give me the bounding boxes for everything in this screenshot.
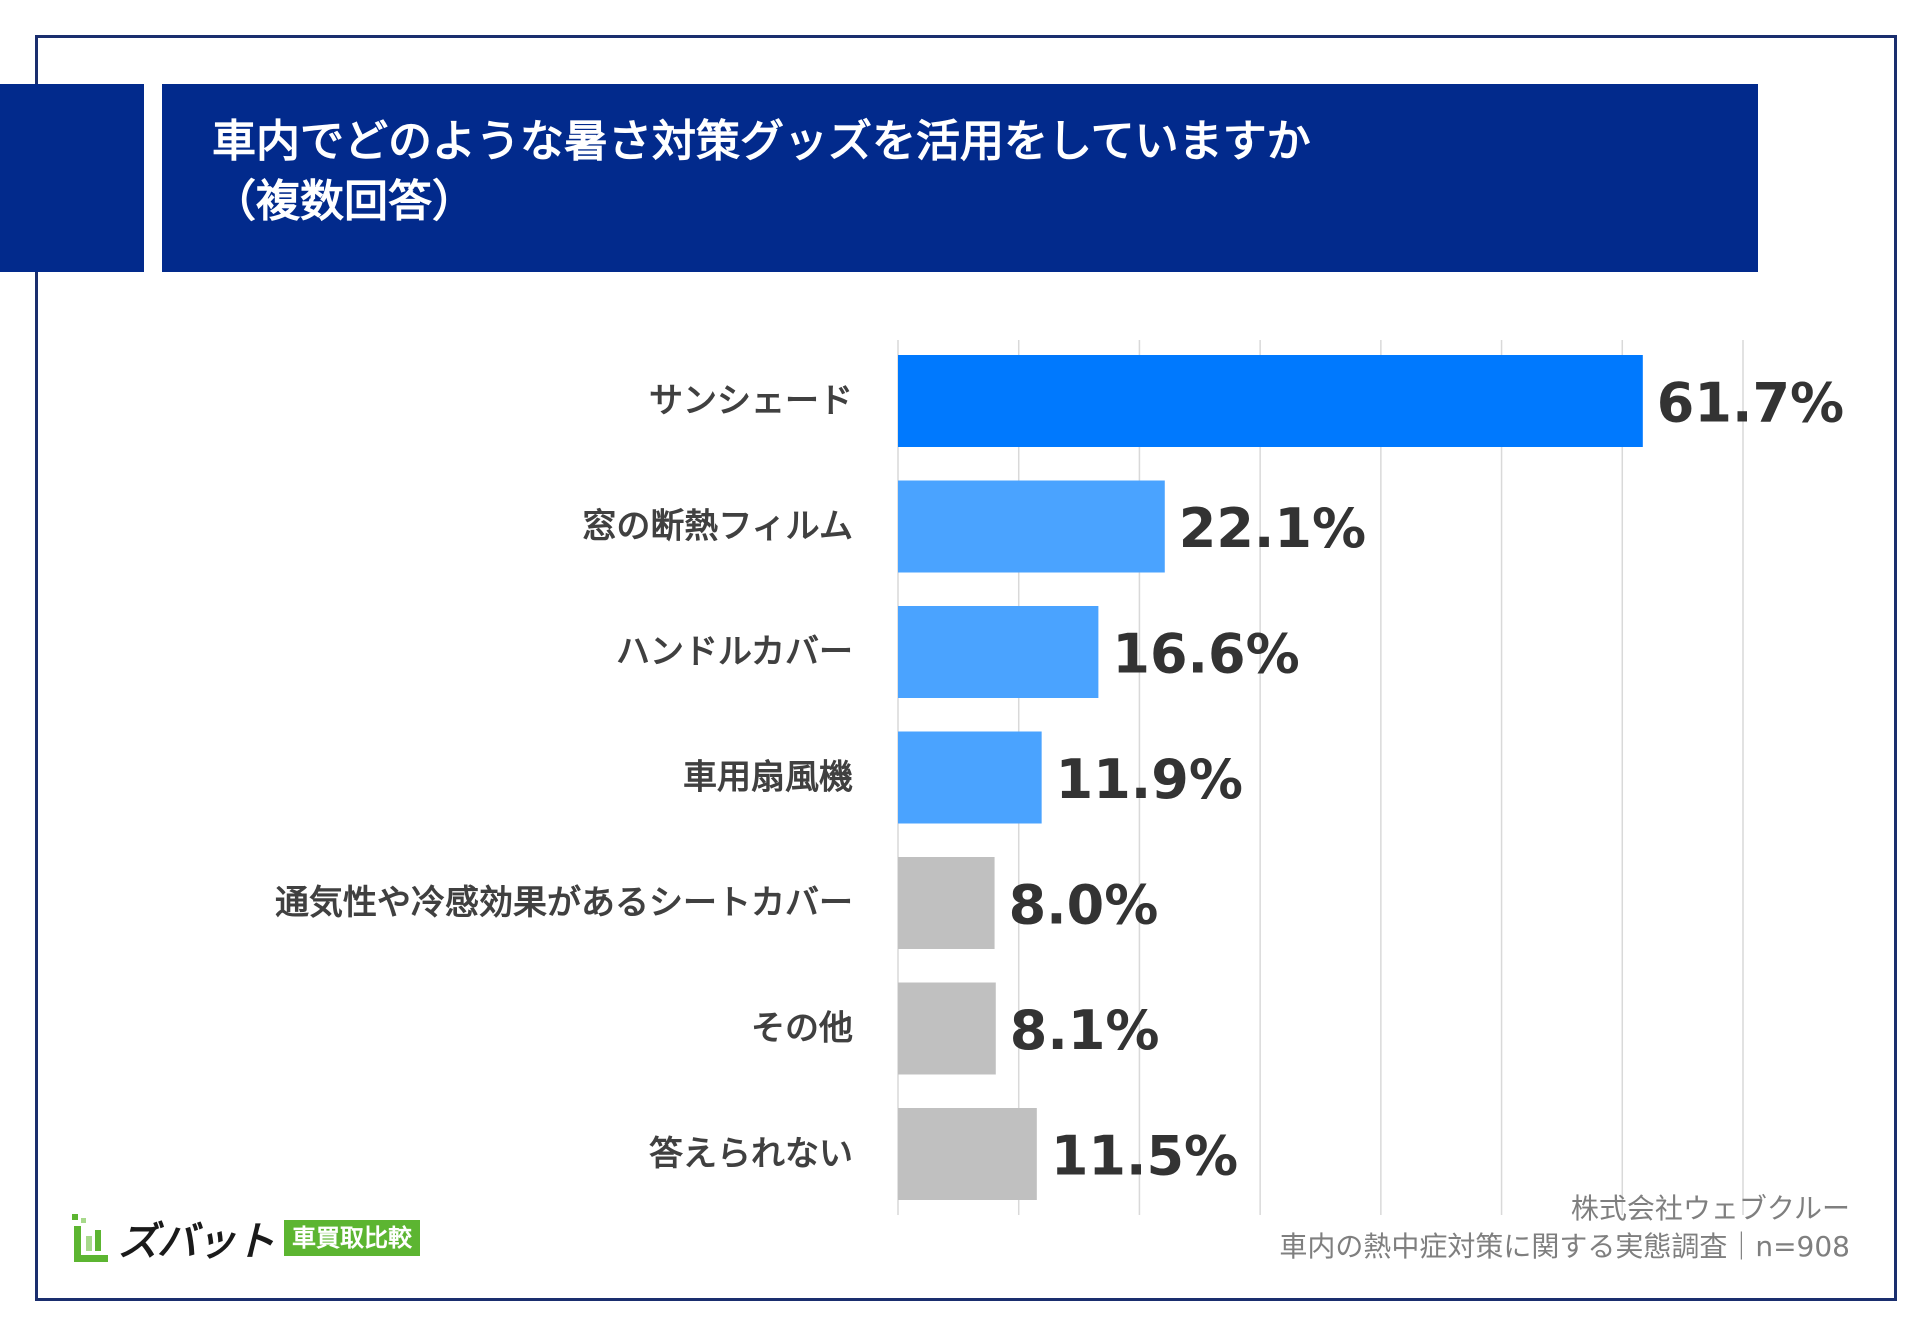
company-name: 株式会社ウェブクルー [1570, 1192, 1850, 1225]
category-label: 窓の断熱フィルム [582, 507, 853, 547]
chart-title-line-1: 車内でどのような暑さ対策グッズを活用をしていますか [212, 116, 1311, 167]
brand-tag: 車買取比較 [284, 1220, 420, 1256]
bar [898, 1108, 1037, 1200]
brand-name: ズバット [118, 1219, 275, 1265]
category-label: サンシェード [649, 381, 853, 421]
bar [898, 982, 996, 1075]
chart-frame [35, 35, 1897, 1301]
category-label: ハンドルカバー [616, 632, 853, 672]
value-label: 61.7% [1657, 372, 1844, 435]
bar [898, 606, 1099, 698]
brand-chart-icon [72, 1214, 108, 1262]
value-label: 11.5% [1051, 1125, 1238, 1188]
chart-title: 車内でどのような暑さ対策グッズを活用をしていますか （複数回答） [212, 112, 1311, 232]
value-label: 11.9% [1056, 748, 1243, 811]
category-label: その他 [751, 1009, 853, 1049]
category-label: 答えられない [649, 1134, 853, 1174]
bar [898, 731, 1042, 824]
survey-info: 車内の熱中症対策に関する実態調査｜n=908 [1279, 1230, 1850, 1263]
category-label: 車用扇風機 [683, 758, 853, 798]
header-accent-block [0, 84, 144, 272]
header-banner [162, 84, 1758, 272]
brand-logo: ズバット 車買取比較 [72, 1210, 420, 1266]
source-credits: 株式会社ウェブクルー 車内の熱中症対策に関する実態調査｜n=908 [1279, 1190, 1850, 1266]
chart-title-line-2: （複数回答） [212, 176, 476, 227]
category-label: 通気性や冷感効果があるシートカバー [275, 883, 853, 923]
value-label: 16.6% [1112, 623, 1299, 686]
bar [898, 355, 1643, 447]
bar [898, 480, 1165, 573]
value-label: 8.1% [1010, 999, 1160, 1062]
bar [898, 857, 995, 949]
value-label: 22.1% [1179, 497, 1366, 560]
value-label: 8.0% [1009, 874, 1159, 937]
